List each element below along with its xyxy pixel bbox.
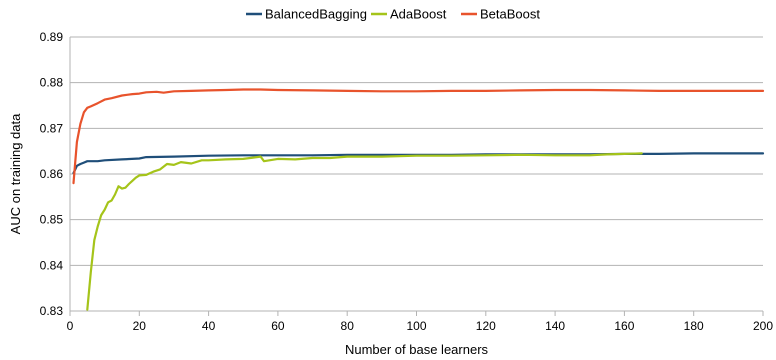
legend-item: BetaBoost: [461, 7, 540, 22]
y-tick-label: 0.83: [40, 304, 64, 318]
x-axis-title: Number of base learners: [345, 342, 489, 357]
x-tick-label: 80: [341, 319, 355, 333]
x-tick-label: 200: [753, 319, 773, 333]
series-line-adaboost: [86, 152, 643, 311]
y-tick-label: 0.89: [40, 30, 64, 44]
x-tick-label: 180: [684, 319, 704, 333]
x-tick-label: 60: [271, 319, 285, 333]
x-tick-label: 40: [202, 319, 216, 333]
y-tick-label: 0.88: [40, 76, 64, 90]
y-tick-label: 0.87: [40, 121, 64, 135]
x-tick-label: 20: [133, 319, 147, 333]
series-lines: [72, 88, 765, 311]
legend-label: BalancedBagging: [265, 7, 367, 22]
x-tick-label: 0: [67, 319, 74, 333]
legend-label: BetaBoost: [480, 7, 540, 22]
x-tick-label: 160: [614, 319, 634, 333]
x-tick-label: 100: [406, 319, 426, 333]
y-tick-label: 0.86: [40, 167, 64, 181]
y-axis-title: AUC on training data: [8, 113, 23, 234]
legend: BalancedBagging AdaBoost BetaBoost: [246, 7, 540, 22]
grid-lines: [70, 36, 763, 312]
axes: 0.83 0.84 0.85 0.86 0.87 0.88 0.89 0 20 40 60 80 100…: [40, 30, 774, 333]
y-tick-label: 0.85: [40, 213, 64, 227]
legend-label: AdaBoost: [390, 7, 447, 22]
x-tick-label: 140: [545, 319, 565, 333]
x-tick-label: 120: [476, 319, 496, 333]
series-line-betaboost: [72, 88, 765, 185]
y-tick-label: 0.84: [40, 258, 64, 272]
legend-item: AdaBoost: [371, 7, 447, 22]
legend-item: BalancedBagging: [246, 7, 367, 22]
